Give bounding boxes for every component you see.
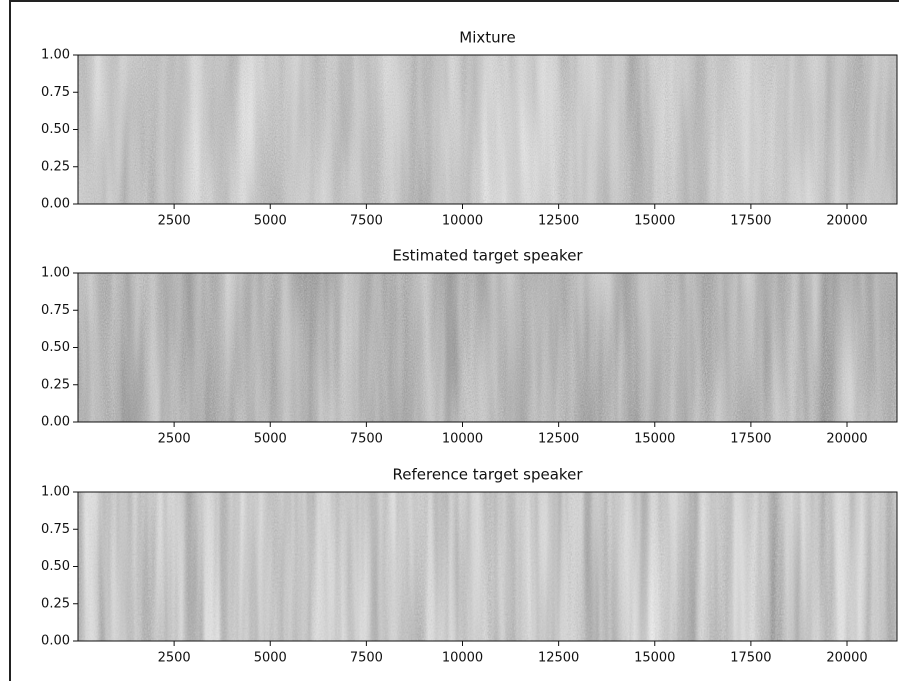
x-tick-label: 2500	[158, 651, 191, 666]
y-tick-label: 0.75	[41, 303, 70, 318]
spectrogram-image	[78, 273, 897, 422]
x-tick-label: 12500	[538, 214, 579, 229]
x-tick-label: 12500	[538, 651, 579, 666]
y-tick-label: 0.00	[41, 197, 70, 212]
y-tick-label: 0.25	[41, 377, 70, 392]
x-tick-label: 5000	[254, 432, 287, 447]
x-tick-label: 10000	[442, 214, 483, 229]
x-tick-label: 20000	[826, 214, 867, 229]
chart-title: Estimated target speaker	[392, 247, 583, 265]
x-tick-label: 2500	[158, 214, 191, 229]
x-tick-label: 20000	[826, 432, 867, 447]
chart-title: Mixture	[459, 29, 515, 47]
x-tick-label: 5000	[254, 214, 287, 229]
y-tick-label: 1.00	[41, 48, 70, 63]
spectrogram-image	[78, 55, 897, 204]
x-tick-label: 5000	[254, 651, 287, 666]
x-tick-label: 10000	[442, 651, 483, 666]
y-tick-label: 0.00	[41, 415, 70, 430]
x-tick-label: 15000	[634, 651, 675, 666]
x-tick-label: 10000	[442, 432, 483, 447]
y-tick-label: 0.75	[41, 522, 70, 537]
x-tick-label: 17500	[730, 432, 771, 447]
y-tick-label: 0.00	[41, 634, 70, 649]
y-tick-label: 0.25	[41, 596, 70, 611]
y-tick-label: 0.75	[41, 85, 70, 100]
y-tick-label: 1.00	[41, 485, 70, 500]
y-tick-label: 0.25	[41, 159, 70, 174]
x-tick-label: 7500	[350, 432, 383, 447]
y-tick-label: 1.00	[41, 266, 70, 281]
y-tick-label: 0.50	[41, 340, 70, 355]
x-tick-label: 7500	[350, 214, 383, 229]
chart-title: Reference target speaker	[393, 466, 584, 484]
x-tick-label: 15000	[634, 214, 675, 229]
y-tick-label: 0.50	[41, 122, 70, 137]
y-tick-label: 0.50	[41, 559, 70, 574]
x-tick-label: 12500	[538, 432, 579, 447]
x-tick-label: 2500	[158, 432, 191, 447]
spectrogram-image	[78, 492, 897, 641]
x-tick-label: 7500	[350, 651, 383, 666]
x-tick-label: 15000	[634, 432, 675, 447]
x-tick-label: 20000	[826, 651, 867, 666]
x-tick-label: 17500	[730, 214, 771, 229]
x-tick-label: 17500	[730, 651, 771, 666]
